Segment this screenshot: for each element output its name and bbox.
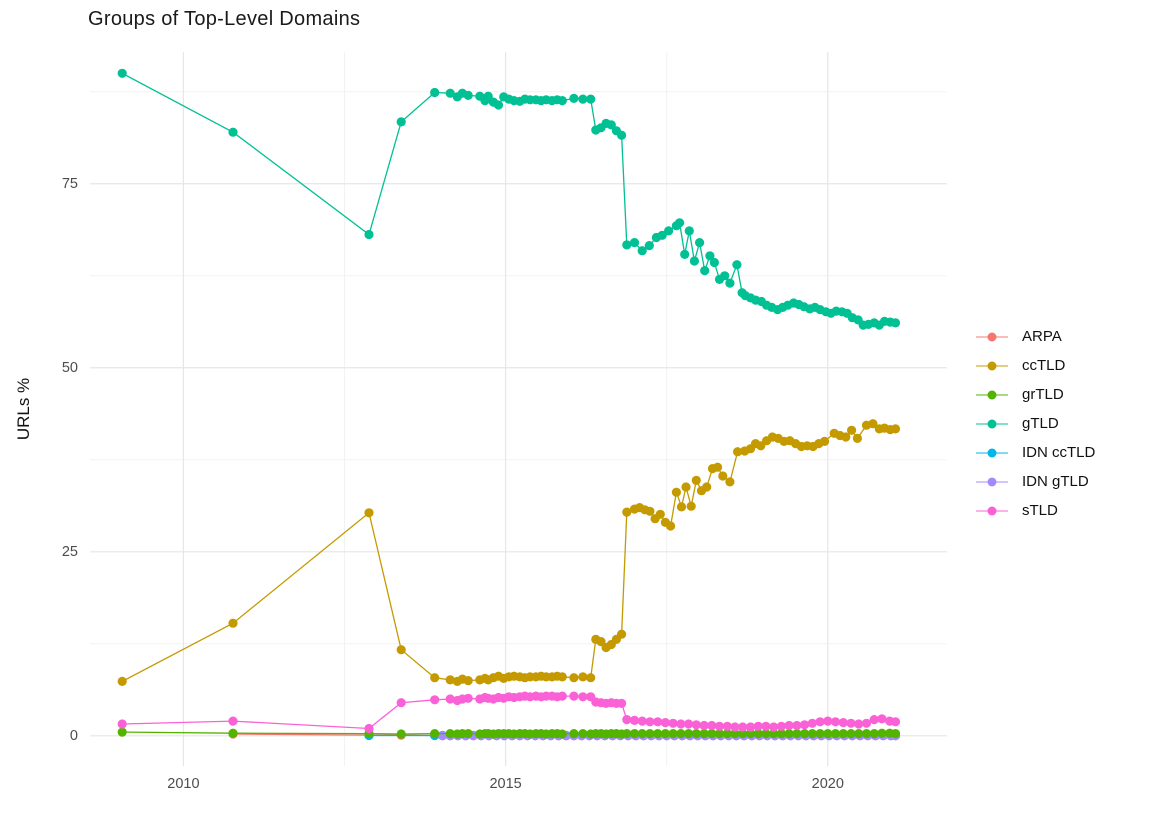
y-tick-50: 50 (61, 359, 78, 376)
grid-major (90, 52, 947, 766)
legend: ARPA ccTLD grTLD gTLD IDN ccTLD IDN gTLD sTLD (975, 322, 1095, 525)
series-cctld (117, 419, 901, 687)
legend-label: grTLD (1022, 386, 1064, 403)
legend-key-cctld-icon (976, 361, 1008, 370)
plot-panel (90, 52, 947, 766)
legend-key-arpa-icon (976, 332, 1008, 341)
legend-key-stld-icon (976, 506, 1008, 515)
y-tick-75: 75 (61, 175, 78, 192)
x-tick-2010: 2010 (167, 776, 200, 792)
legend-item-arpa: ARPA (975, 322, 1095, 351)
legend-label: IDN gTLD (1022, 473, 1089, 490)
legend-item-gtld: gTLD (975, 409, 1095, 438)
grid-minor (90, 52, 947, 766)
y-tick-0: 0 (69, 727, 78, 744)
legend-item-idn-cctld: IDN ccTLD (975, 438, 1095, 467)
series-gtld (117, 68, 901, 330)
x-tick-2020: 2020 (811, 776, 844, 792)
legend-key-idn-gtld-icon (976, 477, 1008, 486)
y-axis-title: URLs % (14, 377, 33, 441)
legend-key-idn-cctld-icon (976, 448, 1008, 457)
y-tick-25: 25 (61, 543, 78, 560)
chart-title: Groups of Top-Level Domains (88, 8, 361, 30)
legend-item-grtld: grTLD (975, 380, 1095, 409)
x-tick-2015: 2015 (489, 776, 522, 792)
legend-label: ccTLD (1022, 357, 1066, 374)
series-stld (117, 691, 901, 734)
legend-item-stld: sTLD (975, 496, 1095, 525)
legend-key-gtld-icon (976, 419, 1008, 428)
legend-label: IDN ccTLD (1022, 444, 1096, 461)
series-grtld (117, 727, 901, 739)
legend-label: sTLD (1022, 502, 1058, 519)
legend-key-grtld-icon (976, 390, 1008, 399)
legend-label: gTLD (1022, 415, 1059, 432)
legend-item-idn-gtld: IDN gTLD (975, 467, 1095, 496)
legend-label: ARPA (1022, 328, 1062, 345)
legend-item-cctld: ccTLD (975, 351, 1095, 380)
